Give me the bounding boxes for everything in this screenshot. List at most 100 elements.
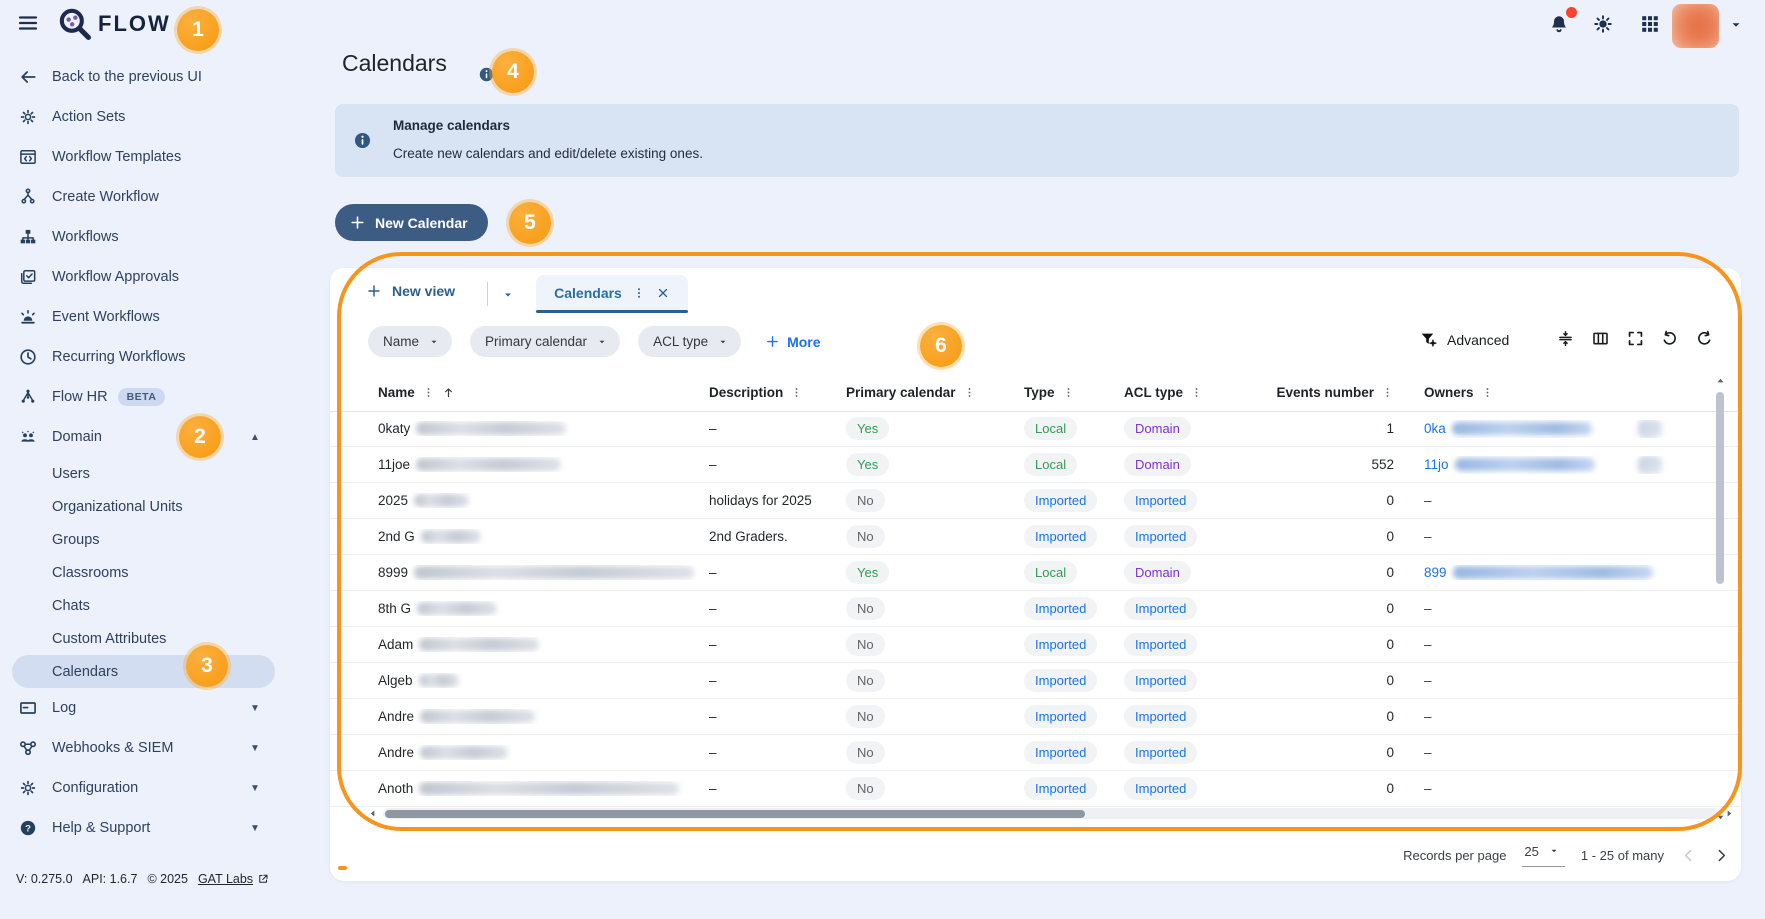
table-row[interactable]: 8th G – No Imported Imported 0 <box>330 591 1741 627</box>
table-row[interactable]: Andre – No Imported Imported 0 <box>330 699 1741 735</box>
toolbar-icon[interactable] <box>1591 329 1610 348</box>
horizontal-scrollbar-track[interactable] <box>383 808 1719 819</box>
sidebar-item[interactable]: Chats <box>0 589 300 622</box>
apps-grid-icon[interactable] <box>1639 13 1661 35</box>
column-header[interactable]: Primary calendar <box>837 385 1015 400</box>
column-header[interactable]: Owners <box>1424 385 1674 400</box>
column-header[interactable]: Name <box>330 385 700 400</box>
table-row[interactable]: 8999 – Yes Local Domain 0 899 <box>330 555 1741 591</box>
sidebar-item-label: Chats <box>52 597 90 614</box>
sidebar-item[interactable]: Users <box>0 457 300 490</box>
advanced-filter-button[interactable]: Advanced <box>1419 330 1509 349</box>
new-calendar-button[interactable]: New Calendar <box>335 204 488 241</box>
account-caret-down-icon[interactable] <box>1729 18 1743 32</box>
toolbar-icon[interactable] <box>1556 329 1575 348</box>
column-header[interactable]: Events number <box>1264 385 1394 400</box>
sidebar-item[interactable]: Recurring Workflows <box>0 337 300 377</box>
sidebar-item[interactable]: Workflows <box>0 217 300 257</box>
next-page-icon[interactable] <box>1713 847 1730 864</box>
column-header[interactable]: Description <box>700 385 837 400</box>
sidebar-item[interactable]: Back to the previous UI <box>0 57 300 97</box>
scroll-up-icon[interactable] <box>1716 376 1725 385</box>
cell-owners: – <box>1424 709 1674 724</box>
owner-link[interactable]: 899 <box>1424 565 1447 580</box>
new-view-button[interactable]: New view <box>366 283 455 299</box>
column-menu-dots-icon[interactable] <box>963 386 976 399</box>
sort-arrow-up-icon[interactable] <box>442 386 455 399</box>
sidebar-item[interactable]: Log <box>0 688 300 728</box>
info-icon[interactable] <box>478 66 495 83</box>
cell-owners: – <box>1424 673 1674 688</box>
table-row[interactable]: Algeb – No Imported Imported 0 <box>330 663 1741 699</box>
chevron-icon[interactable] <box>250 743 260 754</box>
sidebar-item[interactable]: Groups <box>0 523 300 556</box>
sidebar-item[interactable]: Classrooms <box>0 556 300 589</box>
chevron-icon[interactable] <box>250 823 260 834</box>
vertical-scrollbar-thumb[interactable] <box>1716 392 1724 584</box>
column-header[interactable]: ACL type <box>1115 385 1264 400</box>
table-row[interactable]: 2nd G 2nd Graders. No Imported Imported … <box>330 519 1741 555</box>
sidebar-item[interactable]: Domain <box>0 417 300 457</box>
chevron-icon[interactable] <box>250 783 260 794</box>
sidebar-item[interactable]: Workflow Approvals <box>0 257 300 297</box>
sidebar-item[interactable]: Create Workflow <box>0 177 300 217</box>
views-caret-down-icon[interactable] <box>502 289 514 301</box>
horizontal-scrollbar-thumb[interactable] <box>385 809 1085 818</box>
filter-chip[interactable]: ACL type <box>638 326 742 357</box>
notifications-bell-icon[interactable] <box>1548 13 1570 35</box>
sidebar-item[interactable]: Action Sets <box>0 97 300 137</box>
column-menu-dots-icon[interactable] <box>1190 386 1203 399</box>
sidebar-item[interactable]: Flow HR BETA <box>0 377 300 417</box>
column-menu-dots-icon[interactable] <box>1062 386 1075 399</box>
owner-link[interactable]: 0ka <box>1424 421 1446 436</box>
sidebar-item[interactable]: Calendars <box>12 655 275 688</box>
column-menu-dots-icon[interactable] <box>790 386 803 399</box>
sidebar-item[interactable]: Configuration <box>0 768 300 808</box>
tab-calendars[interactable]: Calendars <box>536 275 688 311</box>
sidebar-item[interactable]: Workflow Templates <box>0 137 300 177</box>
more-filters-button[interactable]: More <box>759 334 821 350</box>
column-menu-dots-icon[interactable] <box>1481 386 1494 399</box>
toolbar-icon[interactable] <box>1695 329 1714 348</box>
sidebar-item[interactable]: Organizational Units <box>0 490 300 523</box>
column-header[interactable]: Type <box>1015 385 1115 400</box>
toolbar-icon[interactable] <box>1660 329 1679 348</box>
owner-link[interactable]: 11jo <box>1424 457 1449 472</box>
chevron-icon[interactable] <box>250 703 260 714</box>
table-row[interactable]: Anoth – No Imported Imported 0 <box>330 771 1741 807</box>
sidebar-item[interactable]: Event Workflows <box>0 297 300 337</box>
table-row[interactable]: 2025 holidays for 2025 No Imported Impor… <box>330 483 1741 519</box>
sidebar-item[interactable]: ? Help & Support <box>0 808 300 848</box>
menu-icon[interactable] <box>16 11 40 35</box>
sidebar-item[interactable]: Custom Attributes <box>0 622 300 655</box>
redacted-text <box>1451 422 1592 435</box>
theme-sun-icon[interactable] <box>1592 13 1614 35</box>
cell-name: 2nd G <box>330 529 700 544</box>
scroll-left-icon[interactable] <box>368 809 377 818</box>
vertical-scrollbar[interactable] <box>1714 376 1727 822</box>
sidebar-item[interactable]: Webhooks & SIEM <box>0 728 300 768</box>
column-menu-dots-icon[interactable] <box>1381 386 1394 399</box>
page-size-select[interactable]: 25 <box>1522 844 1565 867</box>
gat-labs-link[interactable]: GAT Labs <box>198 872 269 886</box>
caret-down-icon <box>597 337 607 347</box>
horizontal-scrollbar[interactable] <box>368 807 1734 820</box>
previous-page-icon[interactable] <box>1680 847 1697 864</box>
redacted-text <box>414 494 470 507</box>
table-row[interactable]: 11joe – Yes Local Domain 552 11 <box>330 447 1741 483</box>
table-row[interactable]: 0katy – Yes Local Domain 1 0ka <box>330 411 1741 447</box>
scroll-right-icon[interactable] <box>1725 809 1734 818</box>
column-menu-dots-icon[interactable] <box>422 386 435 399</box>
scroll-down-icon[interactable] <box>1716 813 1725 822</box>
table-row[interactable]: Adam – No Imported Imported 0 <box>330 627 1741 663</box>
toolbar-icon[interactable] <box>1626 329 1645 348</box>
tab-menu-dots-icon[interactable] <box>632 286 646 300</box>
cell-description: 2nd Graders. <box>709 529 788 544</box>
filter-chip[interactable]: Name <box>368 326 453 357</box>
tab-close-icon[interactable] <box>656 286 670 300</box>
flow-hr-icon <box>18 387 38 407</box>
chevron-icon[interactable] <box>250 432 260 443</box>
table-row[interactable]: Andre – No Imported Imported 0 <box>330 735 1741 771</box>
filter-chip[interactable]: Primary calendar <box>470 326 621 357</box>
avatar[interactable] <box>1672 4 1719 48</box>
